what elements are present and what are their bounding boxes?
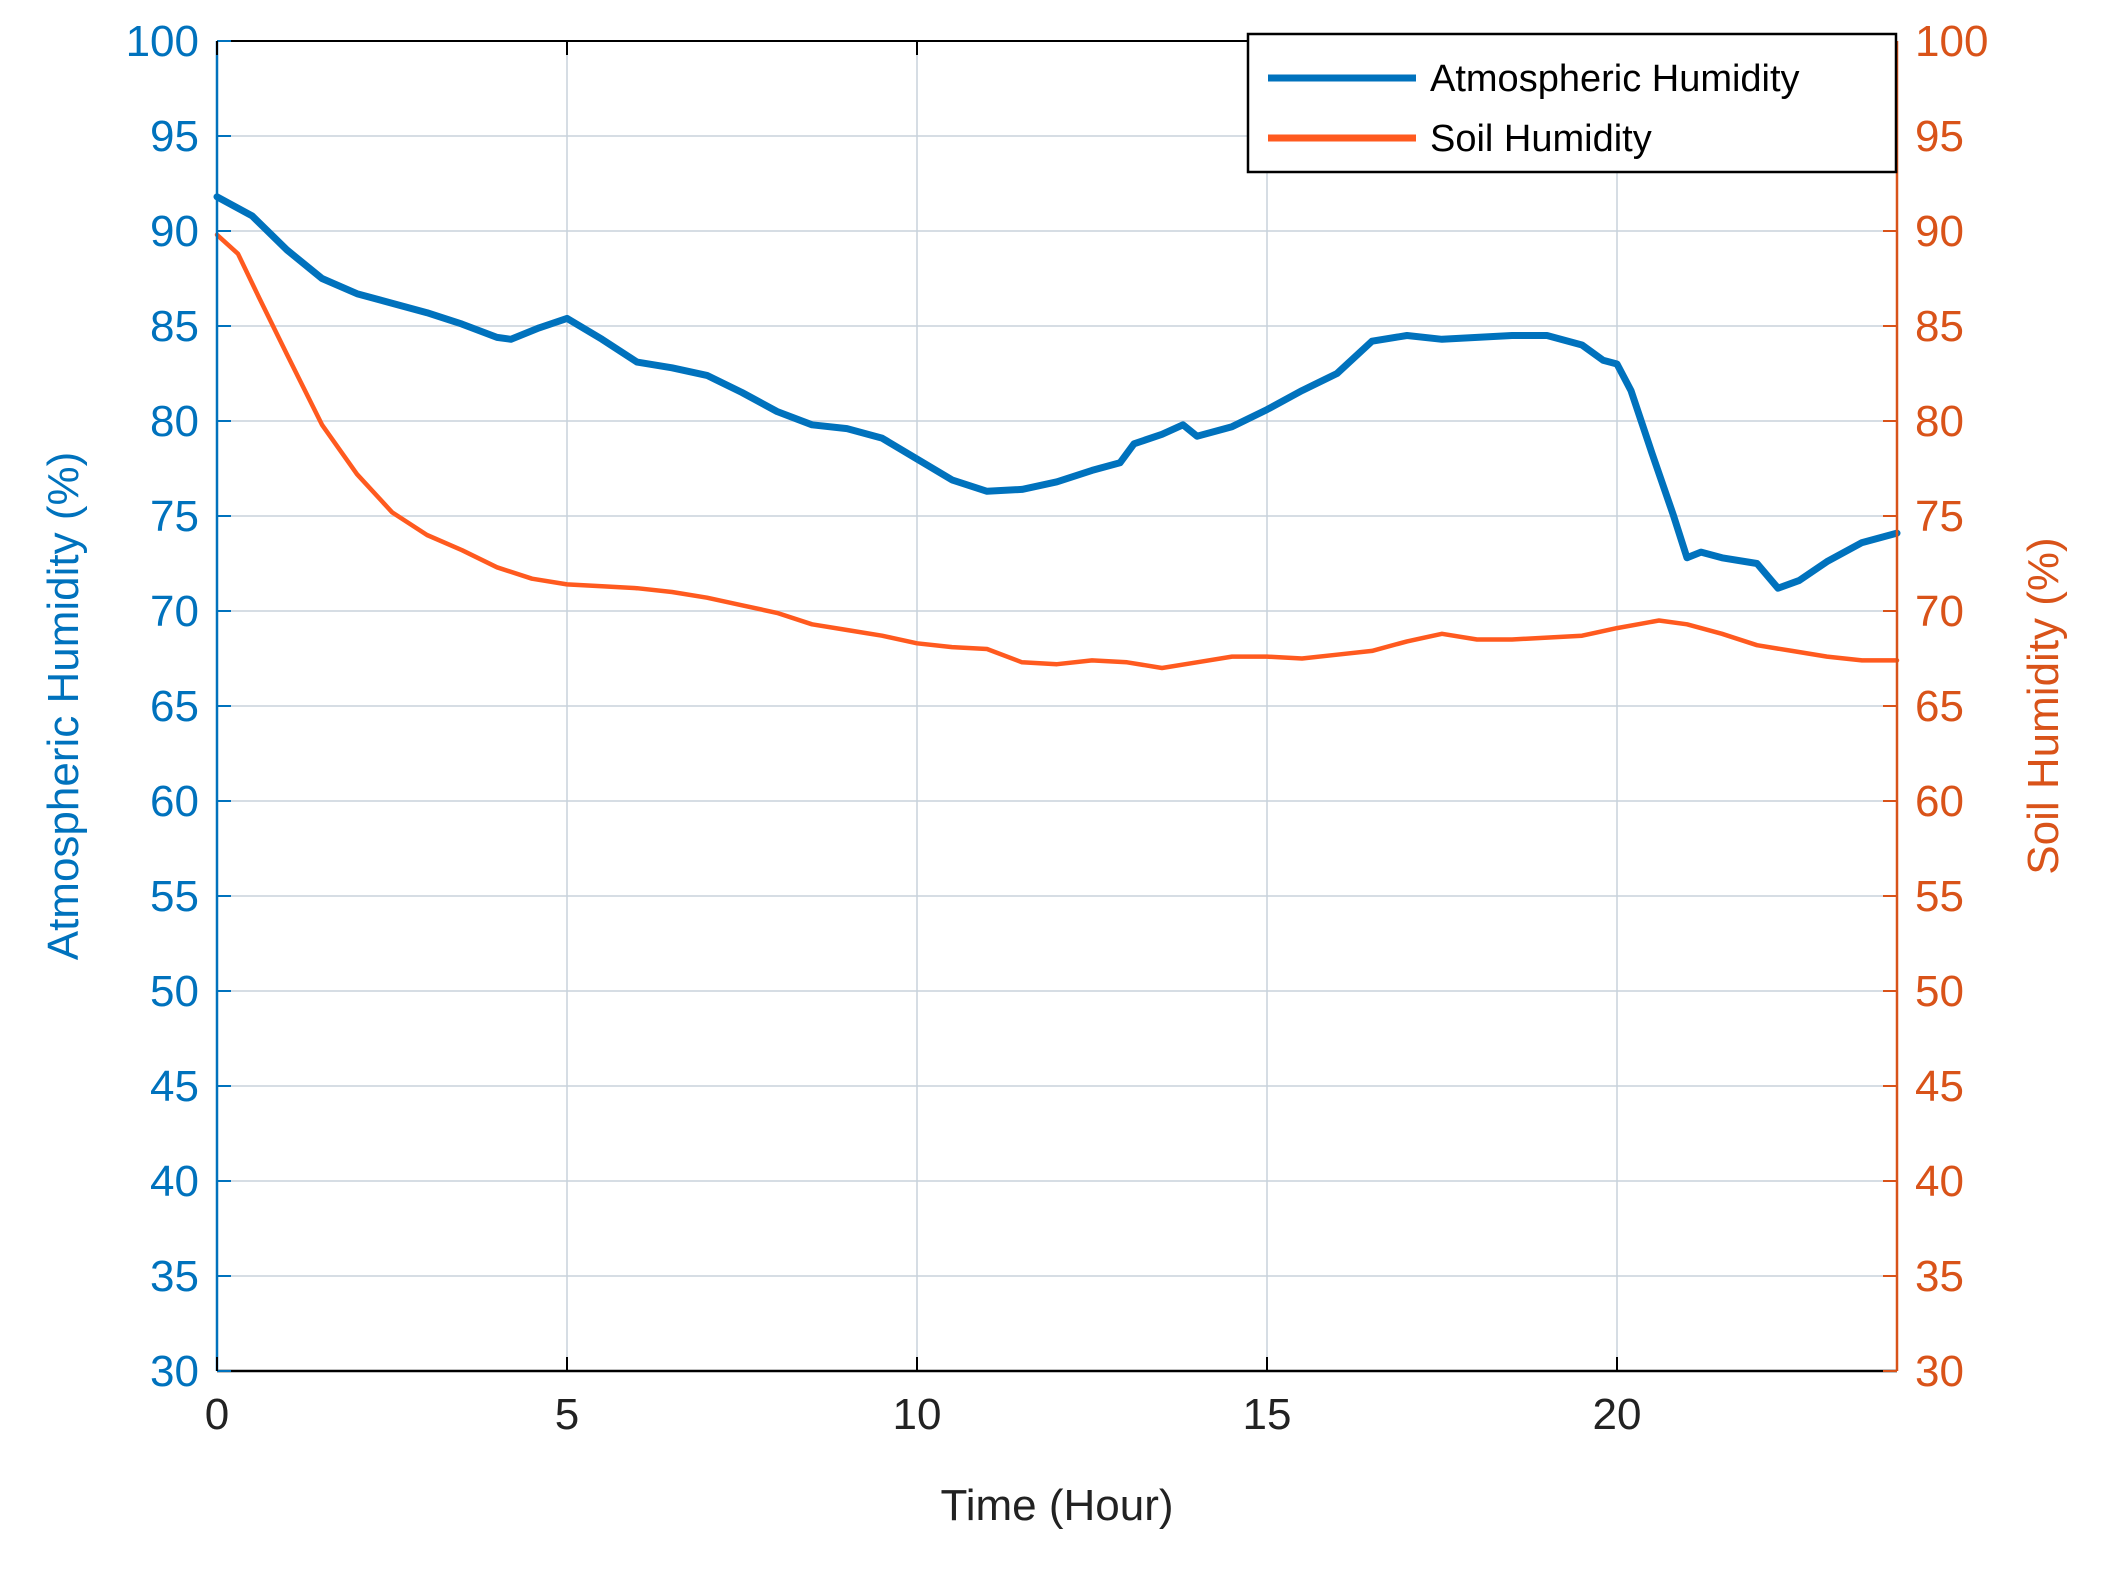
- left-y-tick-label: 35: [150, 1252, 199, 1301]
- left-y-tick-label: 40: [150, 1157, 199, 1206]
- right-y-tick-label: 40: [1915, 1157, 1964, 1206]
- legend-label-atmospheric-humidity: Atmospheric Humidity: [1430, 58, 1800, 100]
- left-y-tick-label: 90: [150, 207, 199, 256]
- left-y-tick-label: 85: [150, 302, 199, 351]
- series-lines: [213, 193, 1901, 671]
- right-y-tick-label: 75: [1915, 492, 1964, 541]
- right-y-tick-label: 85: [1915, 302, 1964, 351]
- x-tick-label: 15: [1243, 1390, 1292, 1439]
- x-tick-label: 10: [893, 1390, 942, 1439]
- right-y-axis-label: Soil Humidity (%): [2019, 537, 2068, 874]
- right-y-tick-label: 100: [1915, 17, 1988, 66]
- right-y-tick-label: 30: [1915, 1347, 1964, 1396]
- x-tick-label: 20: [1593, 1390, 1642, 1439]
- legend-box: [1246, 32, 1898, 174]
- left-y-tick-label: 70: [150, 587, 199, 636]
- right-y-tick-label: 90: [1915, 207, 1964, 256]
- right-y-tick-label: 50: [1915, 967, 1964, 1016]
- left-y-tick-label: 80: [150, 397, 199, 446]
- x-tick-label: 0: [205, 1390, 229, 1439]
- left-y-tick-label: 30: [150, 1347, 199, 1396]
- left-y-tick-label: 75: [150, 492, 199, 541]
- series-line-soil-humidity: [214, 232, 1900, 671]
- x-tick-label: 5: [555, 1390, 579, 1439]
- left-y-tick-label: 60: [150, 777, 199, 826]
- left-y-tick-label: 100: [126, 17, 199, 66]
- legend-label-soil-humidity: Soil Humidity: [1430, 118, 1652, 160]
- left-y-tick-label: 45: [150, 1062, 199, 1111]
- right-y-tick-label: 95: [1915, 112, 1964, 161]
- right-y-tick-label: 65: [1915, 682, 1964, 731]
- left-y-tick-label: 50: [150, 967, 199, 1016]
- left-y-axis-label: Atmospheric Humidity (%): [39, 452, 88, 961]
- right-y-tick-label: 55: [1915, 872, 1964, 921]
- x-axis-label: Time (Hour): [940, 1481, 1173, 1530]
- right-y-tick-label: 45: [1915, 1062, 1964, 1111]
- left-y-tick-label: 95: [150, 112, 199, 161]
- right-y-tick-label: 35: [1915, 1252, 1964, 1301]
- right-y-tick-label: 80: [1915, 397, 1964, 446]
- left-y-tick-label: 65: [150, 682, 199, 731]
- left-y-tick-label: 55: [150, 872, 199, 921]
- right-y-tick-label: 70: [1915, 587, 1964, 636]
- right-y-tick-label: 60: [1915, 777, 1964, 826]
- legend: Atmospheric Humidity Soil Humidity: [1246, 32, 1898, 174]
- series-line-atmospheric-humidity: [213, 193, 1901, 592]
